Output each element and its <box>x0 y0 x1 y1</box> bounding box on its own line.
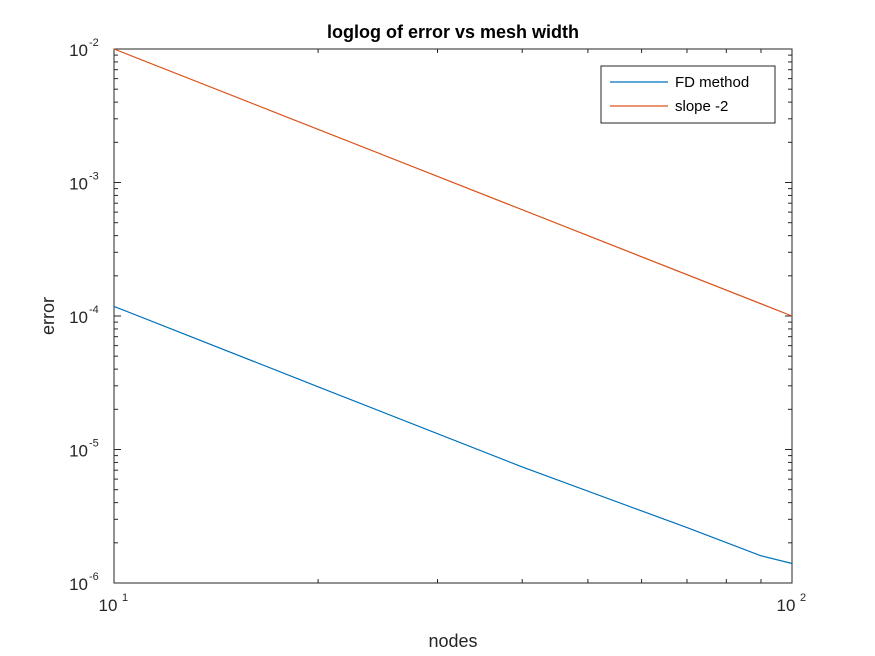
y-tick-exponent: -2 <box>89 37 99 49</box>
y-axis-label: error <box>38 297 58 335</box>
y-tick-label: 10 <box>69 442 88 461</box>
y-tick-exponent: -3 <box>89 171 99 183</box>
series-line-2 <box>113 48 793 317</box>
x-tick-label: 10 <box>777 596 796 615</box>
x-tick-exponent: 1 <box>122 592 128 604</box>
legend-box <box>600 65 776 124</box>
x-axis-label: nodes <box>428 631 477 651</box>
series-layer <box>113 48 793 565</box>
x-tick-exponent: 2 <box>800 592 806 604</box>
plot-area <box>113 48 793 584</box>
chart-title: loglog of error vs mesh width <box>327 22 579 42</box>
x-tick-label: 10 <box>99 596 118 615</box>
axis-ticks: 10 1 10 210 -210 -310 -410 -510 -6 <box>69 37 806 615</box>
y-tick-exponent: -4 <box>89 304 99 316</box>
y-tick-label: 10 <box>69 175 88 194</box>
series-line-1 <box>113 305 793 565</box>
y-tick-exponent: -6 <box>89 571 99 583</box>
y-tick-exponent: -5 <box>89 438 99 450</box>
legend-items: FD method slope -2 <box>610 74 749 115</box>
legend-label: slope -2 <box>675 98 728 115</box>
y-tick-label: 10 <box>69 308 88 327</box>
legend: FD method slope -2 <box>600 65 776 124</box>
legend-label: FD method <box>675 74 749 91</box>
y-tick-label: 10 <box>69 41 88 60</box>
y-tick-label: 10 <box>69 575 88 594</box>
